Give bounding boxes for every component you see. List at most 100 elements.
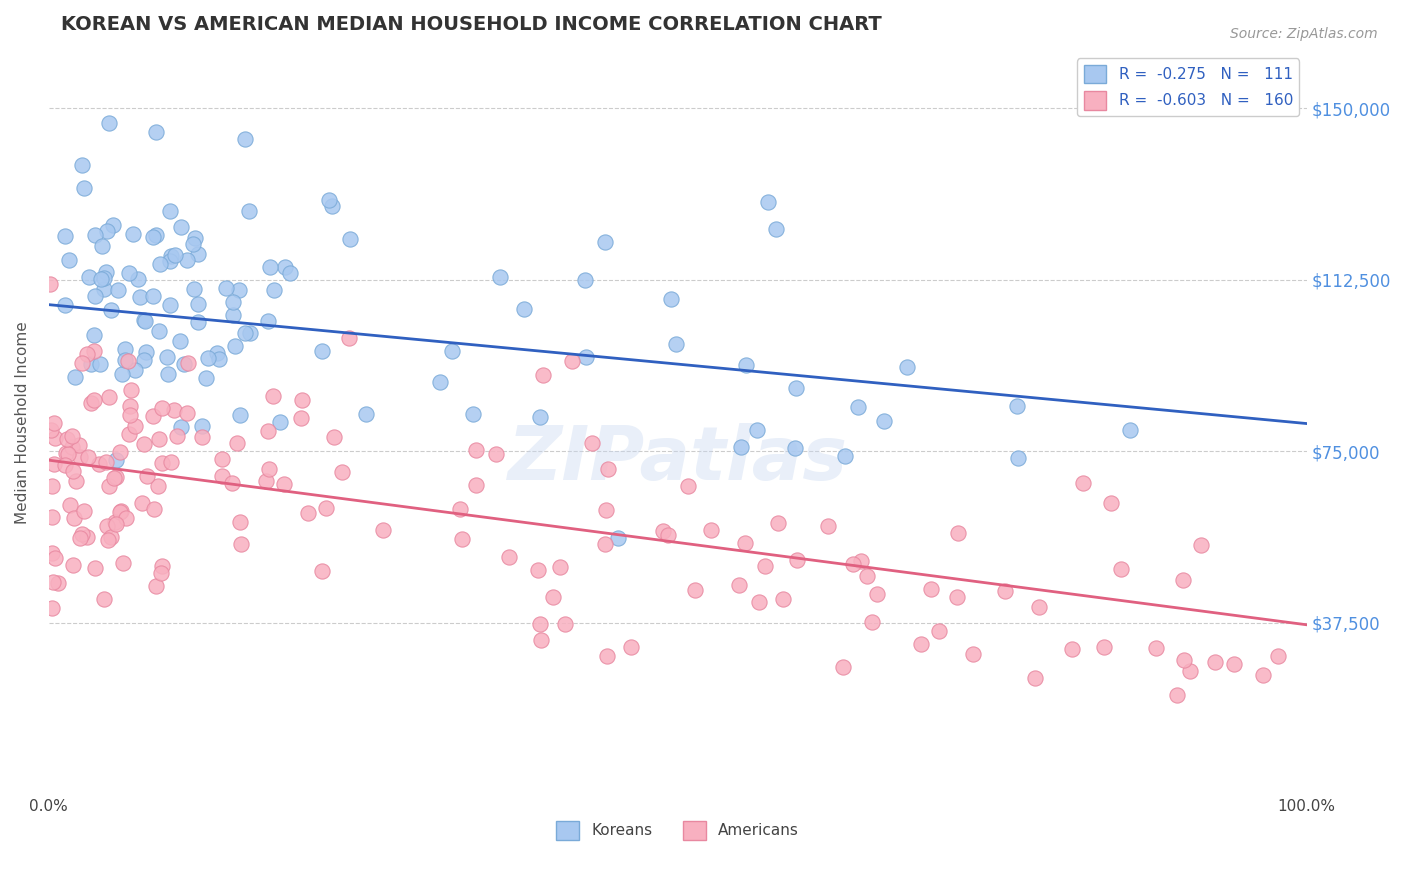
Point xyxy=(498,550,520,565)
Point xyxy=(56,447,79,461)
Point xyxy=(134,314,156,328)
Point xyxy=(273,476,295,491)
Text: KOREAN VS AMERICAN MEDIAN HOUSEHOLD INCOME CORRELATION CHART: KOREAN VS AMERICAN MEDIAN HOUSEHOLD INCO… xyxy=(62,15,882,34)
Point xyxy=(855,568,877,582)
Point xyxy=(315,500,337,515)
Point xyxy=(233,326,256,341)
Point xyxy=(131,495,153,509)
Point xyxy=(62,465,84,479)
Point xyxy=(132,437,155,451)
Point xyxy=(554,616,576,631)
Point xyxy=(529,409,551,424)
Point xyxy=(191,430,214,444)
Point xyxy=(44,416,66,430)
Point xyxy=(150,559,173,574)
Point xyxy=(44,457,66,471)
Point xyxy=(170,420,193,434)
Point xyxy=(83,289,105,303)
Point xyxy=(920,582,942,596)
Point xyxy=(860,615,883,630)
Point xyxy=(156,367,179,381)
Point xyxy=(727,578,749,592)
Point xyxy=(194,371,217,385)
Point xyxy=(530,633,553,648)
Point xyxy=(783,442,806,456)
Point xyxy=(69,450,91,465)
Point xyxy=(222,295,245,310)
Point xyxy=(842,558,865,572)
Point xyxy=(239,326,262,341)
Point xyxy=(595,235,617,250)
Point xyxy=(107,283,129,297)
Point xyxy=(574,273,596,287)
Point xyxy=(817,518,839,533)
Point xyxy=(148,325,170,339)
Point xyxy=(1007,399,1029,413)
Point xyxy=(79,357,101,371)
Point xyxy=(120,383,142,397)
Point xyxy=(89,357,111,371)
Point xyxy=(318,194,340,208)
Point xyxy=(127,272,149,286)
Point xyxy=(529,617,551,632)
Point xyxy=(70,527,93,541)
Point xyxy=(371,523,394,537)
Point xyxy=(263,283,285,297)
Point xyxy=(756,195,779,210)
Point xyxy=(96,455,118,469)
Point xyxy=(1144,640,1167,655)
Point xyxy=(166,429,188,443)
Point xyxy=(98,116,121,130)
Point xyxy=(849,554,872,568)
Point xyxy=(735,358,758,372)
Point xyxy=(873,414,896,428)
Y-axis label: Median Household Income: Median Household Income xyxy=(15,321,30,524)
Point xyxy=(53,229,76,244)
Point xyxy=(100,302,122,317)
Point xyxy=(215,281,238,295)
Point xyxy=(290,411,312,425)
Point xyxy=(1099,496,1122,510)
Point xyxy=(148,432,170,446)
Point xyxy=(60,440,83,454)
Point xyxy=(120,400,142,414)
Point xyxy=(100,530,122,544)
Point xyxy=(159,204,181,219)
Point xyxy=(831,659,853,673)
Point xyxy=(337,331,360,345)
Point xyxy=(513,301,536,316)
Point xyxy=(311,344,333,359)
Point xyxy=(124,363,146,377)
Point xyxy=(678,479,700,493)
Point xyxy=(1178,664,1201,678)
Point xyxy=(98,479,121,493)
Point xyxy=(93,591,115,606)
Point xyxy=(257,313,280,327)
Point xyxy=(90,239,112,253)
Point xyxy=(581,436,603,450)
Point xyxy=(62,558,84,572)
Point xyxy=(734,535,756,549)
Point xyxy=(484,447,506,461)
Point xyxy=(785,381,807,395)
Point xyxy=(150,566,173,580)
Point xyxy=(135,469,157,483)
Point xyxy=(527,564,550,578)
Point xyxy=(105,516,128,531)
Legend: Koreans, Americans: Koreans, Americans xyxy=(550,815,806,846)
Point xyxy=(187,296,209,310)
Point xyxy=(461,407,484,421)
Text: Source: ZipAtlas.com: Source: ZipAtlas.com xyxy=(1230,27,1378,41)
Point xyxy=(176,406,198,420)
Point xyxy=(449,502,471,516)
Point xyxy=(1204,655,1226,669)
Point xyxy=(1119,423,1142,437)
Point xyxy=(429,376,451,390)
Point xyxy=(207,346,229,360)
Point xyxy=(187,315,209,329)
Point xyxy=(451,532,474,546)
Point xyxy=(229,409,252,423)
Point xyxy=(1109,562,1132,576)
Point xyxy=(159,249,181,263)
Point xyxy=(132,313,155,327)
